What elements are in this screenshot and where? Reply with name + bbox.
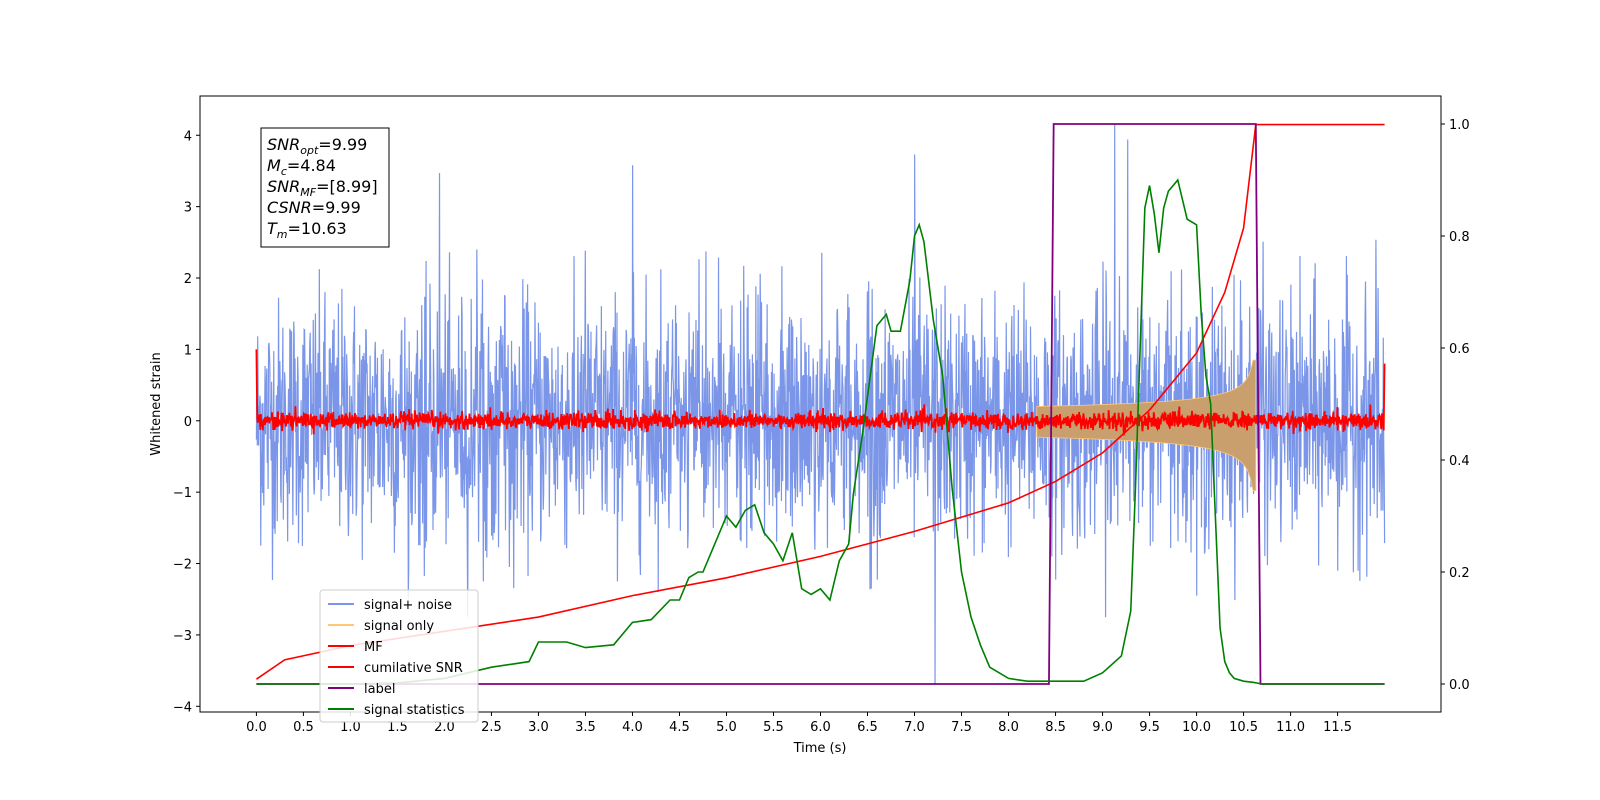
x-tick-label: 11.5: [1323, 720, 1352, 735]
legend-entry: signal only: [364, 619, 434, 634]
annotation-frame: [260, 127, 390, 248]
annotation-line: Tm=10.63: [267, 219, 347, 241]
y-axis-ticks: 4 3 2 1 0 −1 −2 −3 −4: [173, 129, 200, 715]
x-tick-label: 4.5: [669, 720, 690, 735]
x-tick-label: 8.0: [998, 720, 1019, 735]
y2-tick-label: 0.8: [1449, 230, 1470, 245]
y-tick-label: 1: [184, 343, 192, 358]
y2-tick-label: 0.2: [1449, 566, 1470, 581]
x-tick-label: 3.5: [575, 720, 596, 735]
series-signal-statistics: [256, 178, 1385, 685]
legend-entry: MF: [364, 640, 383, 655]
x-tick-label: 4.0: [622, 720, 643, 735]
x-tick-label: 7.5: [951, 720, 972, 735]
legend-entry: label: [364, 682, 395, 697]
y-tick-label: 2: [184, 272, 192, 287]
x-tick-label: 6.0: [810, 720, 831, 735]
x-tick-label: 3.0: [528, 720, 549, 735]
series-mf: [255, 349, 1386, 436]
legend-entry: signal+ noise: [364, 598, 452, 613]
y2-tick-label: 1.0: [1449, 118, 1470, 133]
y2-tick-label: 0.0: [1449, 678, 1470, 693]
y-tick-label: 0: [184, 415, 192, 430]
y2-tick-label: 0.6: [1449, 342, 1470, 357]
x-axis-label: Time (s): [793, 741, 847, 756]
x-tick-label: 6.5: [857, 720, 878, 735]
x-tick-label: 1.0: [340, 720, 361, 735]
x-tick-label: 7.0: [904, 720, 925, 735]
x-axis-ticks: 0.0 0.5 1.0 1.5 2.0 2.5 3.0 3.5 4.0 4.5 5.0 5.5 6.0 6…: [246, 712, 1352, 735]
legend: signal+ noise signal only MF cumilative SNR…: [319, 589, 479, 723]
annotation-line: CSNR=9.99: [267, 198, 361, 217]
x-tick-label: 5.5: [763, 720, 784, 735]
y-tick-label: −1: [173, 486, 192, 501]
x-tick-label: 11.0: [1276, 720, 1305, 735]
legend-entry: cumilative SNR: [364, 661, 463, 676]
x-tick-label: 10.0: [1182, 720, 1211, 735]
x-tick-label: 1.5: [387, 720, 408, 735]
y-tick-label: −3: [173, 629, 192, 644]
x-tick-label: 10.5: [1229, 720, 1258, 735]
x-tick-label: 2.0: [434, 720, 455, 735]
y-tick-label: −4: [173, 700, 192, 715]
annotation-line: SNRMF=[8.99]: [267, 177, 378, 199]
y-tick-label: 3: [184, 201, 192, 216]
x-tick-label: 9.5: [1139, 720, 1160, 735]
x-tick-label: 0.0: [246, 720, 267, 735]
x-tick-label: 8.5: [1045, 720, 1066, 735]
x-tick-label: 2.5: [481, 720, 502, 735]
y2-tick-label: 0.4: [1449, 454, 1470, 469]
y-tick-label: −2: [173, 558, 192, 573]
annotation-line: Mc=4.84: [267, 156, 336, 178]
legend-entry: signal statistics: [364, 703, 465, 718]
y-tick-label: 4: [184, 129, 192, 144]
x-tick-label: 5.0: [716, 720, 737, 735]
x-tick-label: 9.0: [1092, 720, 1113, 735]
legend-frame: [319, 589, 479, 723]
x-tick-label: 0.5: [293, 720, 314, 735]
axes-frame: [199, 95, 1442, 713]
annotation-line: SNRopt=9.99: [267, 135, 367, 157]
y-axis-label: Whitened strain: [149, 352, 164, 455]
y2-axis-ticks: 1.0 0.8 0.6 0.4 0.2 0.0: [1441, 118, 1470, 693]
series-signal-plus-noise: [255, 124, 1386, 685]
